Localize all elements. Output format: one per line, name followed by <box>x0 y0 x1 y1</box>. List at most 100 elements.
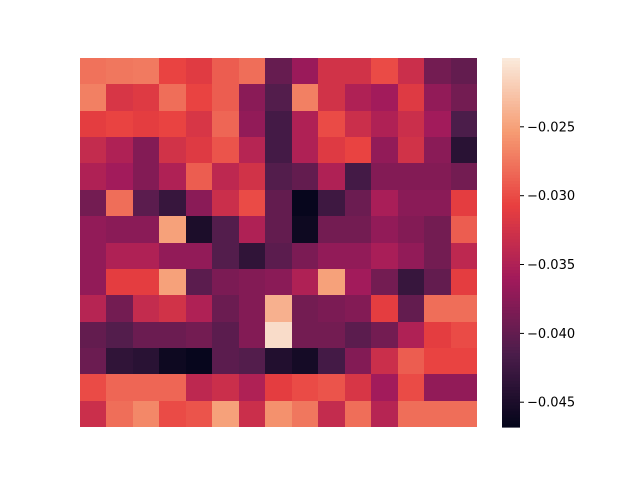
heatmap-cell-r6-c4 <box>186 216 212 243</box>
colorbar-slice <box>502 61 520 65</box>
heatmap-cell-r9-c0 <box>80 295 106 322</box>
colorbar-slice <box>502 285 520 290</box>
heatmap-cell-r6-c9 <box>318 216 345 243</box>
heatmap-cell-r1-c8 <box>292 84 318 111</box>
heatmap-cell-r2-c0 <box>80 111 106 137</box>
heatmap-cell-r3-c6 <box>239 137 265 163</box>
heatmap-cell-r10-c4 <box>186 322 212 348</box>
colorbar-slice <box>502 150 520 154</box>
heatmap-cell-r11-c9 <box>318 348 345 374</box>
heatmap-cell-r10-c8 <box>292 322 318 348</box>
heatmap-cell-r7-c6 <box>239 243 265 269</box>
colorbar-slice <box>502 131 520 136</box>
heatmap-cell-r11-c2 <box>133 348 159 374</box>
heatmap-cell-r6-c3 <box>159 216 186 243</box>
heatmap-cell-r7-c0 <box>80 243 106 269</box>
heatmap-cell-r13-c12 <box>398 401 424 427</box>
colorbar-slice <box>502 390 520 394</box>
colorbar-slice <box>502 220 520 225</box>
heatmap-cell-r0-c14 <box>451 58 477 84</box>
heatmap-cell-r5-c5 <box>212 190 239 216</box>
colorbar-slice <box>502 291 520 296</box>
heatmap-cell-r1-c11 <box>371 84 398 111</box>
colorbar-tick-label: −0.030 <box>527 189 575 204</box>
heatmap-cell-r8-c2 <box>133 269 159 295</box>
colorbar-slice <box>502 294 520 299</box>
heatmap-cell-r0-c13 <box>424 58 451 84</box>
heatmap-cell-r2-c5 <box>212 111 239 137</box>
heatmap-cell-r7-c7 <box>265 243 292 269</box>
colorbar-slice <box>502 230 520 234</box>
heatmap-cell-r2-c12 <box>398 111 424 137</box>
heatmap-cell-r3-c1 <box>106 137 133 163</box>
heatmap-cell-r0-c0 <box>80 58 106 84</box>
colorbar-slice <box>502 177 520 182</box>
colorbar-slice <box>502 399 520 403</box>
heatmap-cell-r13-c14 <box>451 401 477 427</box>
colorbar-slice <box>502 199 520 204</box>
colorbar-slice <box>502 405 520 410</box>
heatmap-cell-r11-c7 <box>265 348 292 374</box>
heatmap-cell-r1-c1 <box>106 84 133 111</box>
heatmap-cell-r4-c12 <box>398 163 424 190</box>
heatmap-cell-r5-c8 <box>292 190 318 216</box>
heatmap-cell-r3-c13 <box>424 137 451 163</box>
heatmap-cell-r4-c10 <box>345 163 371 190</box>
heatmap-cell-r9-c4 <box>186 295 212 322</box>
colorbar-slice <box>502 187 520 191</box>
heatmap-cell-r10-c5 <box>212 322 239 348</box>
heatmap-cell-r1-c14 <box>451 84 477 111</box>
heatmap-cell-r6-c2 <box>133 216 159 243</box>
heatmap-cell-r12-c7 <box>265 374 292 401</box>
heatmap-cell-r1-c9 <box>318 84 345 111</box>
heatmap-cell-r5-c0 <box>80 190 106 216</box>
colorbar-slice <box>502 193 520 197</box>
colorbar-slice <box>502 233 520 237</box>
colorbar-ticks: −0.025 −0.030 −0.035 −0.040 −0.045 <box>520 120 575 411</box>
heatmap-cell-r4-c13 <box>424 163 451 190</box>
colorbar-slice <box>502 417 520 422</box>
heatmap-cell-r5-c3 <box>159 190 186 216</box>
heatmap-cell-r13-c3 <box>159 401 186 427</box>
colorbar-slice <box>502 350 520 354</box>
heatmap-cell-r2-c1 <box>106 111 133 137</box>
heatmap-cell-r13-c1 <box>106 401 133 427</box>
colorbar-slice <box>502 214 520 219</box>
heatmap-cell-r9-c2 <box>133 295 159 322</box>
heatmap-cell-r6-c12 <box>398 216 424 243</box>
colorbar-slice <box>502 134 520 139</box>
heatmap-cell-r5-c14 <box>451 190 477 216</box>
heatmap-cell-r3-c3 <box>159 137 186 163</box>
colorbar-slice <box>502 205 520 210</box>
colorbar-slice <box>502 159 520 164</box>
heatmap-cell-r8-c7 <box>265 269 292 295</box>
heatmap-cell-r6-c8 <box>292 216 318 243</box>
colorbar-slice <box>502 328 520 333</box>
heatmap-cell-r12-c2 <box>133 374 159 401</box>
heatmap-cell-r9-c12 <box>398 295 424 322</box>
heatmap-cell-r8-c3 <box>159 269 186 295</box>
heatmap-cell-r10-c12 <box>398 322 424 348</box>
heatmap-cell-r12-c1 <box>106 374 133 401</box>
colorbar-slice <box>502 104 520 108</box>
heatmap-cell-r6-c1 <box>106 216 133 243</box>
heatmap-cell-r6-c10 <box>345 216 371 243</box>
heatmap-cell-r11-c10 <box>345 348 371 374</box>
colorbar-slice <box>502 414 520 419</box>
heatmap-cell-r7-c4 <box>186 243 212 269</box>
colorbar-slice <box>502 64 520 68</box>
colorbar-slice <box>502 396 520 400</box>
heatmap-cell-r13-c2 <box>133 401 159 427</box>
heatmap-cell-r9-c7 <box>265 295 292 322</box>
heatmap-cell-r1-c0 <box>80 84 106 111</box>
heatmap-cell-r11-c12 <box>398 348 424 374</box>
heatmap-cell-r10-c0 <box>80 322 106 348</box>
heatmap-cell-r11-c14 <box>451 348 477 374</box>
heatmap-cell-r9-c13 <box>424 295 451 322</box>
heatmap-cell-r1-c10 <box>345 84 371 111</box>
colorbar-slice <box>502 254 520 259</box>
colorbar-slice <box>502 304 520 308</box>
heatmap-cell-r3-c5 <box>212 137 239 163</box>
heatmap-cell-r11-c11 <box>371 348 398 374</box>
colorbar-slice <box>502 297 520 302</box>
